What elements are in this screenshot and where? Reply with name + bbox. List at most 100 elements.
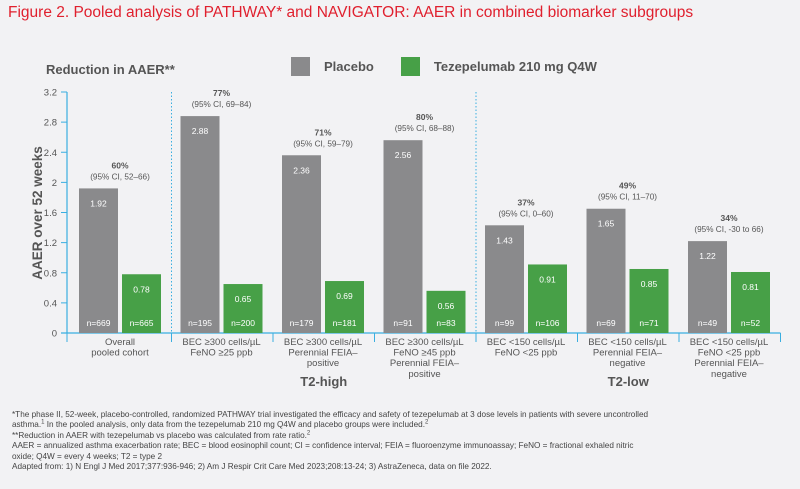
bar-tezepelumab bbox=[528, 264, 567, 333]
reference-superscript: 1 bbox=[41, 419, 45, 426]
reference-superscript: 2 bbox=[306, 430, 311, 437]
n-label-placebo: n=91 bbox=[393, 318, 412, 328]
y-tick-label: 0 bbox=[52, 329, 57, 340]
bar-placebo bbox=[282, 155, 321, 333]
footnote-line: oxide; Q4W = every 4 weeks; T2 = type 2 bbox=[12, 451, 163, 461]
x-category-label: Perennial FEIA– bbox=[390, 358, 460, 369]
legend-item-tezepelumab: Tezepelumab 210 mg Q4W bbox=[400, 57, 597, 76]
reduction-percent-label: 71% bbox=[314, 127, 331, 137]
bar-value-label-placebo: 1.43 bbox=[496, 235, 513, 245]
bar-chart: 0 0.4 0.8 1.2 1.6 2 2.4 2.8 3.2 AAER over 52 week… bbox=[30, 88, 781, 389]
bar-placebo bbox=[586, 208, 626, 333]
y-tick-label: 3.2 bbox=[44, 88, 57, 99]
x-category-label: Perennial FEIA– bbox=[288, 348, 358, 359]
footnote-line: **Reduction in AAER with tezepelumab vs … bbox=[12, 430, 311, 440]
legend-item-placebo: Placebo bbox=[291, 57, 374, 76]
bar-value-label-tezepelumab: 0.56 bbox=[438, 301, 455, 311]
y-tick-label: 2 bbox=[52, 178, 57, 189]
n-label-tezepelumab: n=181 bbox=[333, 318, 357, 328]
bar-value-label-tezepelumab: 0.81 bbox=[742, 282, 759, 292]
n-label-tezepelumab: n=200 bbox=[231, 318, 255, 328]
x-category-label: Overall bbox=[105, 337, 135, 348]
reduction-percent-label: 34% bbox=[720, 213, 737, 223]
footnotes: *The phase II, 52-week, placebo-controll… bbox=[12, 410, 792, 472]
x-category-label: BEC <150 cells/µL bbox=[588, 337, 667, 348]
x-category-label: FeNO ≥45 ppb bbox=[393, 348, 455, 359]
legend-swatch-tezepelumab bbox=[400, 57, 420, 76]
x-category-label: FeNO <25 ppb bbox=[495, 348, 558, 359]
n-label-tezepelumab: n=52 bbox=[741, 318, 760, 328]
legend-label-tezepelumab: Tezepelumab 210 mg Q4W bbox=[433, 59, 597, 74]
chart-subtitle: Reduction in AAER** bbox=[46, 62, 175, 77]
x-category-label: BEC ≥300 cells/µL bbox=[385, 337, 463, 348]
confidence-interval-label: (95% CI, 0–60) bbox=[498, 209, 553, 218]
bar-value-label-placebo: 2.56 bbox=[395, 150, 412, 160]
reduction-percent-label: 60% bbox=[111, 160, 128, 170]
footnote-line: AAER = annualized asthma exacerbation ra… bbox=[12, 441, 634, 451]
y-tick-label: 2.4 bbox=[44, 148, 57, 159]
n-label-placebo: n=49 bbox=[698, 318, 717, 328]
reduction-percent-label: 49% bbox=[619, 181, 636, 191]
y-tick-label: 1.2 bbox=[44, 238, 57, 249]
bar-value-label-placebo: 1.65 bbox=[598, 219, 615, 229]
bar-placebo bbox=[485, 225, 524, 333]
reduction-percent-label: 37% bbox=[517, 197, 534, 207]
x-category-label: BEC ≥300 cells/µL bbox=[182, 337, 260, 348]
reference-superscript: 2 bbox=[424, 419, 429, 426]
confidence-interval-label: (95% CI, 68–88) bbox=[395, 124, 455, 133]
y-tick-label: 0.4 bbox=[44, 298, 57, 309]
footnote-line: *The phase II, 52-week, placebo-controll… bbox=[12, 410, 649, 419]
x-category-label: pooled cohort bbox=[91, 348, 149, 359]
y-tick-label: 1.6 bbox=[44, 208, 57, 219]
n-label-tezepelumab: n=665 bbox=[130, 318, 154, 328]
bar-value-label-tezepelumab: 0.65 bbox=[235, 294, 252, 304]
y-tick-label: 2.8 bbox=[44, 118, 57, 129]
chart-legend: Placebo Tezepelumab 210 mg Q4W bbox=[291, 57, 624, 76]
n-label-tezepelumab: n=106 bbox=[536, 318, 560, 328]
x-category-label: BEC <150 cells/µL bbox=[487, 337, 566, 348]
reduction-percent-label: 80% bbox=[416, 112, 433, 122]
group-label: T2-low bbox=[608, 374, 650, 389]
reduction-percent-label: 77% bbox=[213, 88, 230, 98]
x-category-label: Perennial FEIA– bbox=[694, 358, 764, 369]
n-label-placebo: n=179 bbox=[290, 318, 314, 328]
x-category-label: BEC <150 cells/µL bbox=[690, 337, 769, 348]
x-category-label: FeNO <25 ppb bbox=[698, 348, 761, 359]
x-category-label: positive bbox=[307, 358, 339, 369]
bar-value-label-tezepelumab: 0.69 bbox=[336, 291, 353, 301]
x-category-label: Perennial FEIA– bbox=[593, 348, 663, 359]
bar-placebo bbox=[688, 241, 727, 333]
n-label-placebo: n=195 bbox=[188, 318, 212, 328]
n-label-placebo: n=669 bbox=[87, 318, 111, 328]
bar-value-label-placebo: 1.22 bbox=[699, 251, 716, 261]
x-category-label: negative bbox=[711, 369, 747, 380]
confidence-interval-label: (95% CI, 11–70) bbox=[598, 193, 657, 202]
x-category-label: BEC ≥300 cells/µL bbox=[284, 337, 362, 348]
bar-placebo bbox=[180, 116, 220, 333]
bar-value-label-placebo: 1.92 bbox=[90, 198, 107, 208]
bar-placebo bbox=[383, 140, 423, 333]
bar-value-label-tezepelumab: 0.85 bbox=[641, 279, 658, 289]
bar-value-label-tezepelumab: 0.91 bbox=[539, 274, 556, 284]
bar-tezepelumab bbox=[122, 274, 161, 333]
x-category-label: negative bbox=[610, 358, 646, 369]
confidence-interval-label: (95% CI, 59–79) bbox=[293, 139, 353, 148]
footnote-line: Adapted from: 1) N Engl J Med 2017;377:9… bbox=[12, 462, 492, 472]
bar-value-label-placebo: 2.36 bbox=[293, 165, 310, 175]
bar-tezepelumab bbox=[731, 271, 770, 333]
y-tick-label: 0.8 bbox=[44, 268, 57, 279]
n-label-tezepelumab: n=71 bbox=[639, 318, 658, 328]
x-category-label: FeNO ≥25 ppb bbox=[190, 348, 252, 359]
confidence-interval-label: (95% CI, 52–66) bbox=[90, 172, 150, 181]
figure-title: Figure 2. Pooled analysis of PATHWAY* an… bbox=[8, 4, 694, 21]
n-label-tezepelumab: n=83 bbox=[436, 318, 455, 328]
bar-value-label-tezepelumab: 0.78 bbox=[133, 284, 150, 294]
footnote-line: asthma.1 In the pooled analysis, only da… bbox=[12, 419, 429, 430]
bar-tezepelumab bbox=[223, 284, 263, 333]
bar-tezepelumab bbox=[325, 281, 364, 333]
bar-tezepelumab bbox=[426, 290, 466, 333]
legend-label-placebo: Placebo bbox=[324, 59, 374, 74]
group-label: T2-high bbox=[300, 374, 347, 389]
bar-value-label-placebo: 2.88 bbox=[192, 126, 209, 136]
confidence-interval-label: (95% CI, 69–84) bbox=[192, 100, 252, 109]
